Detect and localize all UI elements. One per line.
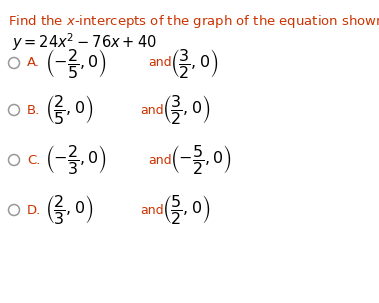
Text: and: and (140, 104, 164, 116)
Text: and: and (148, 154, 172, 167)
Text: D.: D. (27, 204, 41, 217)
Text: $\left(\dfrac{3}{2},0\right)$: $\left(\dfrac{3}{2},0\right)$ (170, 46, 218, 79)
Text: $y = 24x^2 - 76x + 40$: $y = 24x^2 - 76x + 40$ (12, 31, 157, 53)
Text: $\left(\dfrac{2}{5},0\right)$: $\left(\dfrac{2}{5},0\right)$ (45, 94, 94, 126)
Text: $\left(\dfrac{2}{3},0\right)$: $\left(\dfrac{2}{3},0\right)$ (45, 194, 94, 227)
Text: $\left(-\dfrac{2}{3},0\right)$: $\left(-\dfrac{2}{3},0\right)$ (45, 144, 107, 177)
Text: $\left(\dfrac{5}{2},0\right)$: $\left(\dfrac{5}{2},0\right)$ (162, 194, 210, 227)
Text: B.: B. (27, 104, 40, 116)
Text: $\left(-\dfrac{2}{5},0\right)$: $\left(-\dfrac{2}{5},0\right)$ (45, 46, 107, 79)
Text: C.: C. (27, 154, 41, 167)
Text: and: and (140, 204, 164, 217)
Text: $\left(-\dfrac{5}{2},0\right)$: $\left(-\dfrac{5}{2},0\right)$ (170, 144, 232, 177)
Text: A.: A. (27, 56, 40, 69)
Text: Find the $x$-intercepts of the graph of the equation shown below.: Find the $x$-intercepts of the graph of … (8, 13, 379, 30)
Text: and: and (148, 56, 172, 69)
Text: $\left(\dfrac{3}{2},0\right)$: $\left(\dfrac{3}{2},0\right)$ (162, 94, 210, 126)
